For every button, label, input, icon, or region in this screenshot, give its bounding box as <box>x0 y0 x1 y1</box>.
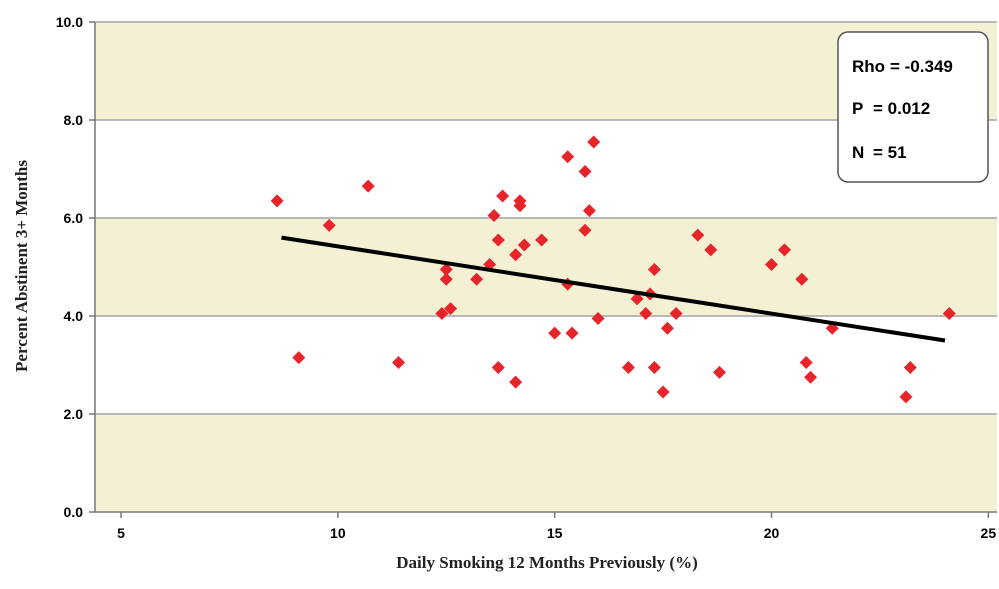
data-point-marker <box>509 375 523 389</box>
data-point-marker <box>513 194 527 208</box>
stats-box: Rho = -0.349 P = 0.012 N = 51 <box>837 31 989 183</box>
y-tick-labels: 0.0 2.0 4.0 6.0 8.0 10.0 <box>56 14 83 520</box>
y-tick-label: 8.0 <box>64 112 84 128</box>
data-point-marker <box>487 209 501 223</box>
data-point-marker <box>439 272 453 286</box>
y-tick-label: 6.0 <box>64 210 84 226</box>
stats-n-value: = 51 <box>873 143 907 162</box>
data-point-marker <box>561 150 575 164</box>
data-point-marker <box>496 189 510 203</box>
x-tick-label: 20 <box>764 525 780 541</box>
data-point-marker <box>565 326 579 340</box>
data-point-marker <box>270 194 284 208</box>
data-point-marker <box>799 356 813 370</box>
data-point-marker <box>322 218 336 232</box>
data-point-marker <box>621 360 635 374</box>
data-point-marker <box>639 307 653 321</box>
data-point-marker <box>630 292 644 306</box>
data-point-marker <box>804 370 818 384</box>
stats-rho-value: = -0.349 <box>890 57 953 76</box>
gridlines <box>89 21 997 518</box>
stats-box-frame <box>837 31 989 183</box>
data-point-marker <box>704 243 718 257</box>
trendline <box>281 235 946 343</box>
data-point-marker <box>660 321 674 335</box>
data-point-marker <box>765 258 778 272</box>
data-point-marker <box>435 307 449 321</box>
data-point-marker <box>647 360 661 374</box>
data-point-marker <box>669 307 683 321</box>
data-point-marker <box>712 365 726 379</box>
data-point-marker <box>439 262 453 276</box>
y-tick-label: 2.0 <box>64 406 84 422</box>
stats-rho-label: Rho <box>852 57 885 76</box>
x-tick-label: 15 <box>547 525 563 541</box>
data-point-marker <box>903 360 917 374</box>
stats-p-value: = 0.012 <box>873 99 930 118</box>
data-point-marker <box>509 248 523 262</box>
x-tick-labels: 5 10 15 20 25 <box>117 525 996 541</box>
stats-n-label: N <box>852 143 864 162</box>
data-point-marker <box>444 302 458 316</box>
data-point-marker <box>491 233 505 247</box>
data-point-marker <box>942 307 956 321</box>
axes <box>94 22 997 513</box>
data-point-marker <box>795 272 809 286</box>
data-point-marker <box>491 360 505 374</box>
data-point-marker <box>292 351 306 365</box>
data-point-marker <box>587 135 601 149</box>
data-point-marker <box>656 385 670 399</box>
data-point-marker <box>647 262 661 276</box>
y-axis-title: Percent Abstinent 3+ Months <box>12 160 31 372</box>
data-point-marker <box>517 238 531 252</box>
data-point-marker <box>578 223 592 237</box>
data-point-marker <box>578 164 592 178</box>
data-point-marker <box>691 228 705 242</box>
data-point-marker <box>582 204 596 218</box>
stats-p-label: P <box>852 99 863 118</box>
data-point-marker <box>361 179 375 193</box>
data-point-marker <box>778 243 792 257</box>
x-tick-label: 25 <box>981 525 997 541</box>
background-band <box>95 218 997 316</box>
y-tick-label: 10.0 <box>56 14 83 30</box>
background-band <box>95 414 997 512</box>
x-axis-title: Daily Smoking 12 Months Previously (%) <box>396 553 697 572</box>
y-tick-label: 4.0 <box>64 308 84 324</box>
y-tick-label: 0.0 <box>64 504 84 520</box>
x-tick-label: 5 <box>117 525 125 541</box>
data-point-marker <box>470 272 484 286</box>
x-tick-label: 10 <box>330 525 346 541</box>
data-point-marker <box>392 356 406 370</box>
data-point-marker <box>591 311 605 325</box>
data-point-marker <box>548 326 562 340</box>
data-point-marker <box>899 390 913 404</box>
data-point-marker <box>535 233 549 247</box>
